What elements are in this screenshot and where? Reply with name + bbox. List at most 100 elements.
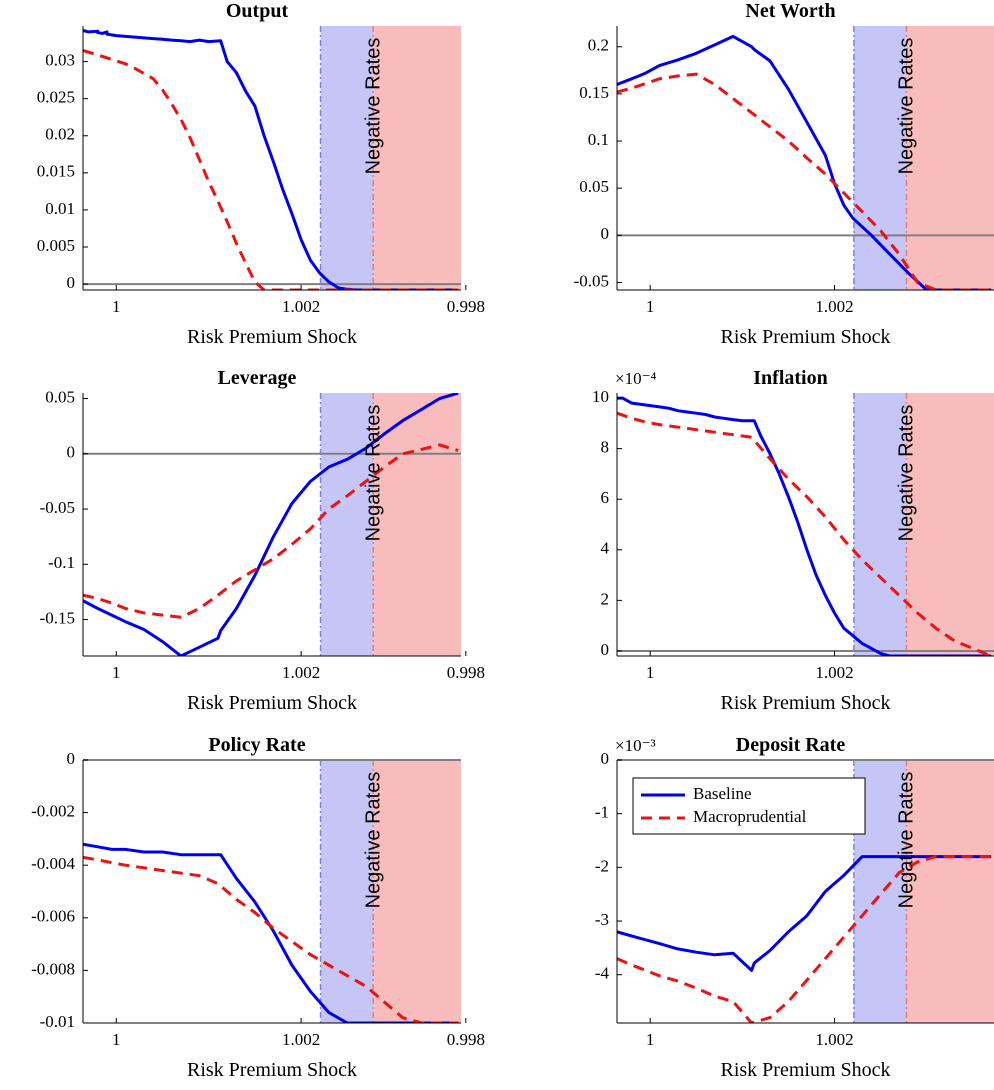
legend-entry-macroprudential: Macroprudential <box>693 807 807 826</box>
y-tick-label: -1 <box>595 803 609 822</box>
y-tick-label: 0.05 <box>45 387 75 406</box>
y-tick-label: -0.006 <box>31 907 75 926</box>
blue-shaded-region <box>853 393 907 656</box>
series-line-macroprudential <box>617 411 992 656</box>
legend: Baseline Macroprudential <box>632 777 866 835</box>
x-tick-label: 1.002 <box>282 297 320 316</box>
y-tick-label: 0.02 <box>45 125 75 144</box>
blue-shaded-region <box>320 26 374 290</box>
series-line-macroprudential <box>617 855 992 1023</box>
x-tick-label: 1 <box>112 1030 121 1049</box>
negative-rates-label: Negative Rates <box>896 772 918 909</box>
series-line-macroprudential <box>83 443 459 619</box>
y-tick-label: 0.015 <box>37 162 75 181</box>
blue-shaded-region <box>320 393 374 656</box>
y-tick-label: -0.05 <box>40 498 75 517</box>
x-tick-label: 1.002 <box>815 663 853 682</box>
x-tick-label: 1 <box>112 297 121 316</box>
panel-title: Policy Rate <box>208 734 305 756</box>
x-tick-label: 1.002 <box>815 1030 853 1049</box>
y-tick-label: -0.1 <box>48 553 75 572</box>
y-tick-label: -2 <box>595 856 609 875</box>
y-tick-label: 0.15 <box>579 83 609 102</box>
negative-rates-region <box>373 393 461 656</box>
x-axis-label: Risk Premium Shock <box>187 326 357 348</box>
y-tick-label: -0.004 <box>31 854 75 873</box>
x-tick-label: 1.002 <box>815 297 853 316</box>
x-tick-label: 0.998 <box>447 663 485 682</box>
y-tick-label: 0 <box>601 224 610 243</box>
panel-title: Deposit Rate <box>736 734 846 756</box>
axis-exponent: ×10⁻³ <box>615 736 656 755</box>
x-tick-label: 1 <box>112 663 121 682</box>
x-tick-label: 1 <box>646 1030 655 1049</box>
y-tick-label: 0.1 <box>588 130 609 149</box>
y-tick-label: -0.008 <box>31 959 75 978</box>
negative-rates-label: Negative Rates <box>362 38 384 175</box>
series-line-baseline <box>83 393 459 656</box>
y-tick-label: 0.03 <box>45 51 75 70</box>
y-tick-label: -0.01 <box>40 1012 75 1031</box>
y-tick-label: 0.2 <box>588 36 609 55</box>
negative-rates-region <box>906 26 994 290</box>
series-line-baseline <box>83 842 459 1023</box>
x-axis-label: Risk Premium Shock <box>720 1059 890 1081</box>
series-line-baseline <box>83 28 459 290</box>
x-tick-label: 0.998 <box>447 297 485 316</box>
y-tick-label: 0 <box>67 443 76 462</box>
panel-output: Negative Rates 0 0.005 0.01 0.015 0.02 0.025 0.… <box>37 0 461 348</box>
panel-leverage: Negative Rates-0.15-0.1-0.0500.050.99811… <box>40 367 461 714</box>
x-axis-label: Risk Premium Shock <box>720 692 890 714</box>
panel-title: Output <box>226 0 289 22</box>
panel-title: Leverage <box>218 367 297 389</box>
panel-networth: Negative Rates -0.05 0 0.05 0.1 0.15 0.2 0.998 1… <box>447 0 994 348</box>
legend-box <box>632 777 866 835</box>
y-tick-label: 0 <box>67 273 76 292</box>
panel-title: Net Worth <box>745 0 835 22</box>
x-tick-label: 1 <box>646 663 655 682</box>
y-tick-label: 2 <box>601 589 610 608</box>
y-tick-label: -0.15 <box>40 608 75 627</box>
blue-shaded-region <box>320 760 374 1023</box>
negative-rates-label: Negative Rates <box>362 772 384 909</box>
negative-rates-label: Negative Rates <box>362 405 384 542</box>
y-tick-label: -3 <box>595 910 609 929</box>
y-tick-label: 0 <box>67 749 76 768</box>
y-tick-label: 0.01 <box>45 199 75 218</box>
y-tick-label: 0.005 <box>37 236 75 255</box>
y-tick-label: 10 <box>592 387 609 406</box>
y-tick-label: 0 <box>601 749 610 768</box>
x-tick-label: 1.002 <box>282 1030 320 1049</box>
series-line-baseline <box>617 34 992 290</box>
y-tick-label: -4 <box>595 964 610 983</box>
series-line-macroprudential <box>617 72 992 290</box>
y-tick-label: -0.05 <box>574 271 609 290</box>
x-tick-label: 1 <box>646 297 655 316</box>
negative-rates-region <box>906 393 994 656</box>
series-line-baseline <box>617 396 992 656</box>
negative-rates-region <box>373 760 461 1023</box>
y-tick-label: 0.05 <box>579 177 609 196</box>
y-tick-label: 8 <box>601 438 610 457</box>
panel-title: Inflation <box>753 367 827 389</box>
axis-exponent: ×10⁻⁴ <box>615 369 657 388</box>
negative-rates-region <box>906 760 994 1023</box>
legend-entry-baseline: Baseline <box>693 784 752 803</box>
x-tick-label: 1.002 <box>282 663 320 682</box>
x-axis-label: Risk Premium Shock <box>187 692 357 714</box>
negative-rates-label: Negative Rates <box>896 38 918 175</box>
y-tick-label: 6 <box>601 488 610 507</box>
y-tick-label: -0.002 <box>31 802 75 821</box>
x-axis-label: Risk Premium Shock <box>720 326 890 348</box>
series-line-baseline <box>617 855 992 972</box>
panel-policyrate: Negative Rates -0.01 -0.008 -0.006 -0.004 -0.… <box>31 734 461 1081</box>
panel-inflation: Negative Rates 0 2 4 6 8 10 0.998 1 1.002 Risk Pre… <box>447 367 994 714</box>
y-tick-label: 0 <box>601 640 610 659</box>
negative-rates-label: Negative Rates <box>896 405 918 542</box>
x-tick-label: 0.998 <box>447 1030 485 1049</box>
y-tick-label: 0.025 <box>37 88 75 107</box>
x-axis-label: Risk Premium Shock <box>187 1059 357 1081</box>
y-tick-label: 4 <box>601 539 610 558</box>
panel-depositrate: Negative Rates -4 -3 -2 -1 0 0.998 1 1.002 Risk P… <box>447 734 994 1081</box>
